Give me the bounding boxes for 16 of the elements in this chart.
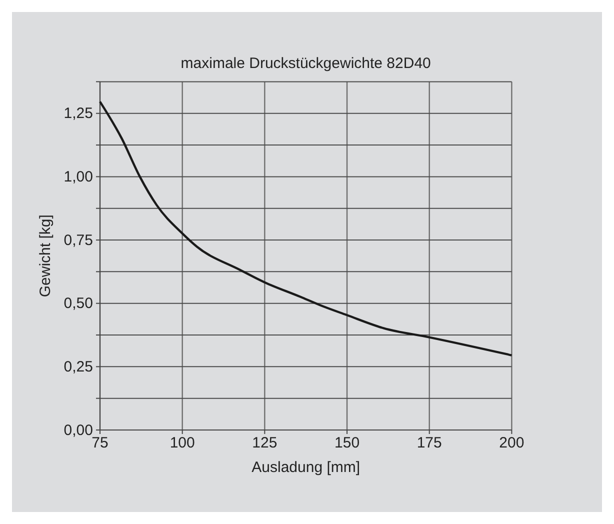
- chart-title: maximale Druckstückgewichte 82D40: [180, 55, 431, 72]
- y-tick-label: 0,50: [64, 295, 93, 312]
- x-tick-label: 175: [416, 434, 442, 452]
- x-tick-label: 75: [92, 434, 108, 452]
- line-series: [98, 100, 513, 356]
- x-tick-label: 100: [170, 434, 195, 452]
- x-axis-title: Ausladung [mm]: [252, 459, 360, 476]
- y-axis-title: Gewicht [kg]: [37, 214, 54, 298]
- y-tick-label: 0,25: [64, 358, 93, 376]
- x-tick-label: 125: [252, 434, 278, 452]
- y-tick-label: 0,00: [64, 422, 93, 439]
- y-tick-label: 1,00: [64, 168, 93, 186]
- x-tick-label: 150: [334, 434, 360, 452]
- y-tick-label: 1,25: [64, 105, 93, 122]
- x-tick-label: 200: [499, 434, 524, 452]
- y-tick-label: 0,75: [64, 232, 93, 249]
